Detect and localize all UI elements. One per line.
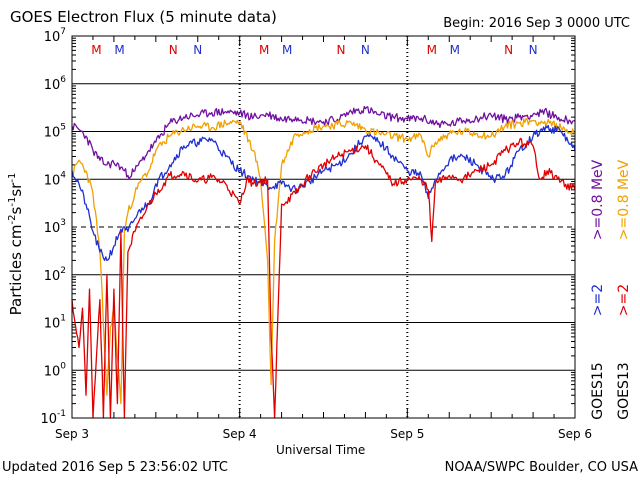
orbit-marker: M <box>282 43 292 57</box>
x-tick-label: Sep 5 <box>390 427 424 441</box>
series-line <box>71 137 576 419</box>
x-tick-label: Sep 4 <box>223 427 257 441</box>
y-tick-label: 105 <box>44 123 66 141</box>
series-line <box>71 105 576 180</box>
orbit-marker: N <box>193 43 202 57</box>
series-line <box>71 124 576 262</box>
orbit-marker: N <box>529 43 538 57</box>
orbit-marker: N <box>169 43 178 57</box>
legend-entry: >=2 <box>616 283 632 317</box>
chart-title: GOES Electron Flux (5 minute data) <box>10 8 277 26</box>
begin-time: Begin: 2016 Sep 3 0000 UTC <box>443 16 630 31</box>
series-line <box>71 117 576 405</box>
updated-timestamp: Updated 2016 Sep 5 23:56:02 UTC <box>2 460 229 475</box>
legend-entry: GOES15 <box>590 362 606 420</box>
plot-frame <box>71 35 576 419</box>
orbit-marker: N <box>361 43 370 57</box>
y-tick-label: 104 <box>44 170 67 188</box>
orbit-marker: M <box>259 43 269 57</box>
orbit-marker: N <box>504 43 513 57</box>
legend-entry: >=0.8 MeV <box>590 159 606 241</box>
orbit-marker: M <box>450 43 460 57</box>
y-tick-label: 103 <box>44 218 66 236</box>
orbit-marker: N <box>336 43 345 57</box>
x-axis-label: Universal Time <box>276 443 366 457</box>
y-tick-label: 101 <box>44 314 66 332</box>
y-tick-label: 106 <box>44 75 67 93</box>
legend-entry: >=2 <box>590 283 606 317</box>
x-tick-label: Sep 6 <box>558 427 592 441</box>
orbit-marker: M <box>91 43 101 57</box>
orbit-marker: M <box>114 43 124 57</box>
y-tick-label: 100 <box>44 361 67 379</box>
x-tick-label: Sep 3 <box>55 427 89 441</box>
y-tick-label: 10-1 <box>40 409 66 427</box>
orbit-marker: M <box>427 43 437 57</box>
y-tick-label: 107 <box>44 27 66 45</box>
legend-entry: GOES13 <box>616 362 632 420</box>
credit-label: NOAA/SWPC Boulder, CO USA <box>444 460 638 475</box>
y-tick-label: 102 <box>44 266 66 284</box>
legend-entry: >=0.8 MeV <box>616 159 632 241</box>
